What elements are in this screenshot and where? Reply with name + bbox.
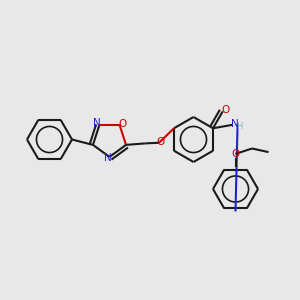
Text: N: N — [104, 153, 112, 164]
Text: O: O — [221, 105, 230, 115]
Text: O: O — [231, 149, 240, 159]
Text: O: O — [156, 137, 165, 147]
Text: H: H — [236, 122, 243, 131]
Text: N: N — [231, 119, 239, 129]
Text: N: N — [93, 118, 101, 128]
Text: O: O — [118, 118, 126, 129]
